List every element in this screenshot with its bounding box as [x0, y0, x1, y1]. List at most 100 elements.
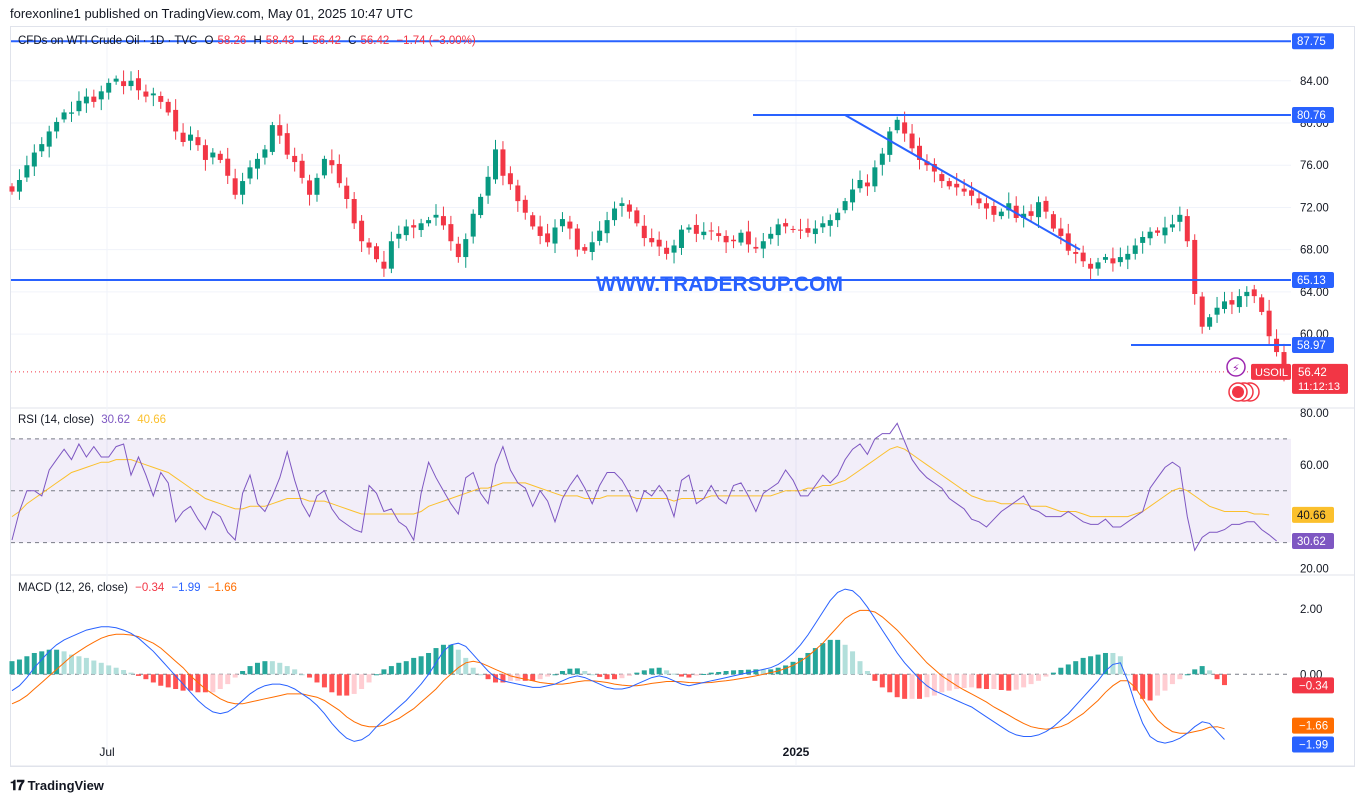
macd-histogram-bar — [321, 674, 327, 688]
candle-body — [537, 226, 543, 236]
macd-histogram-bar — [612, 674, 618, 680]
candle-body — [983, 203, 989, 209]
candle-body — [9, 186, 15, 192]
candle-body — [426, 220, 432, 224]
candle-body — [463, 239, 469, 258]
macd-histogram-bar — [388, 666, 394, 675]
macd-histogram-bar — [1214, 674, 1220, 680]
macd-histogram-bar — [373, 674, 379, 676]
macd-histogram-bar — [939, 674, 945, 693]
macd-histogram-bar — [396, 662, 402, 675]
macd-histogram-bar — [1177, 674, 1183, 680]
macd-histogram-bar — [597, 674, 603, 677]
rsi-line — [11, 422, 1277, 552]
candle-body — [1102, 257, 1108, 260]
price-tick-label: 72.00 — [1300, 202, 1329, 214]
candle-body — [24, 165, 30, 178]
candle-body — [1043, 200, 1049, 212]
candle-body — [336, 163, 342, 184]
macd-title[interactable]: MACD (12, 26, close) — [18, 582, 128, 594]
macd-histogram-bar — [381, 669, 387, 675]
macd-histogram-bar — [269, 661, 275, 675]
macd-histogram-bar — [106, 665, 112, 675]
macd-histogram-bar — [582, 671, 588, 675]
candle-body — [1028, 211, 1034, 216]
macd-histogram-bar — [83, 657, 89, 675]
symbol-title[interactable]: CFDs on WTI Crude Oil · 1D · TVC — [18, 35, 198, 47]
macd-histogram-bar — [872, 674, 878, 681]
macd-histogram-bar — [983, 674, 989, 690]
candle-body — [745, 231, 751, 245]
candle-body — [373, 246, 379, 260]
candle-body — [1192, 239, 1198, 294]
candle-body — [500, 149, 506, 176]
macd-line — [11, 588, 1225, 744]
candle-body — [835, 212, 841, 221]
candle-body — [783, 223, 789, 227]
macd-histogram-bar — [783, 665, 789, 675]
macd-tick-label: 2.00 — [1300, 604, 1322, 616]
macd-histogram-bar — [1132, 674, 1138, 691]
candle-body — [411, 225, 417, 228]
macd-value-tag-label: −1.66 — [1299, 721, 1328, 733]
macd-histogram-bar — [455, 649, 461, 675]
rsi-legend: RSI (14, close) 30.62 40.66 — [18, 414, 170, 426]
candle-body — [165, 101, 171, 113]
candle-body — [686, 227, 692, 230]
macd-histogram-bar — [686, 674, 692, 678]
macd-histogram-bar — [693, 674, 699, 676]
main-legend: CFDs on WTI Crude Oil · 1D · TVC O 58.26 … — [18, 35, 484, 47]
macd-histogram-bar — [507, 674, 513, 681]
candle-body — [991, 205, 997, 215]
macd-histogram-bar — [961, 674, 967, 689]
candle-body — [909, 133, 915, 149]
rsi-tick-label: 60.00 — [1300, 460, 1329, 472]
candle-body — [217, 153, 223, 160]
tradingview-brand[interactable]: 𝟏𝟕 TradingView — [10, 777, 104, 794]
rsi-title[interactable]: RSI (14, close) — [18, 414, 95, 426]
candle-body — [939, 174, 945, 182]
candle-body — [522, 199, 528, 213]
macd-histogram-bar — [1221, 674, 1227, 686]
macd-value-tag-label: −1.99 — [1299, 739, 1328, 751]
candle-body — [768, 233, 774, 239]
candle-body — [1125, 253, 1131, 260]
candle-body — [1117, 257, 1123, 263]
candle-body — [507, 173, 513, 185]
macd-histogram-bar — [225, 674, 231, 685]
candle-body — [1184, 216, 1190, 242]
macd-histogram-bar — [217, 674, 223, 690]
candle-body — [91, 96, 97, 102]
candle-body — [106, 82, 112, 93]
candle-body — [902, 122, 908, 134]
candle-body — [701, 231, 707, 236]
candle-body — [917, 145, 923, 160]
macd-histogram-bar — [1065, 664, 1071, 675]
macd-histogram-bar — [299, 674, 305, 676]
rsi-value-tag-label: 30.62 — [1297, 536, 1326, 548]
macd-histogram-bar — [31, 652, 37, 675]
countdown-label: 11:12:13 — [1298, 381, 1340, 393]
macd-histogram-bar — [240, 671, 246, 675]
macd-histogram-bar — [537, 674, 543, 680]
candle-body — [976, 198, 982, 204]
candle-body — [857, 180, 863, 189]
macd-histogram-bar — [708, 672, 714, 675]
candle-body — [671, 245, 677, 253]
rsi-value-tag — [1292, 506, 1334, 523]
rsi-value: 30.62 — [101, 414, 131, 426]
macd-histogram-bar — [998, 674, 1004, 690]
candle-body — [1036, 202, 1042, 218]
candle-body — [1095, 262, 1101, 269]
macd-histogram-bar — [359, 674, 365, 690]
candle-body — [731, 239, 737, 242]
candle-body — [827, 220, 833, 226]
price-level-tag — [1292, 271, 1334, 288]
macd-histogram-bar — [1125, 674, 1131, 676]
macd-histogram-bar — [46, 649, 52, 675]
price-level-tag — [1292, 33, 1334, 50]
macd-histogram-bar — [1036, 674, 1042, 681]
candle-body — [247, 167, 253, 179]
macd-histogram-bar — [1095, 654, 1101, 675]
